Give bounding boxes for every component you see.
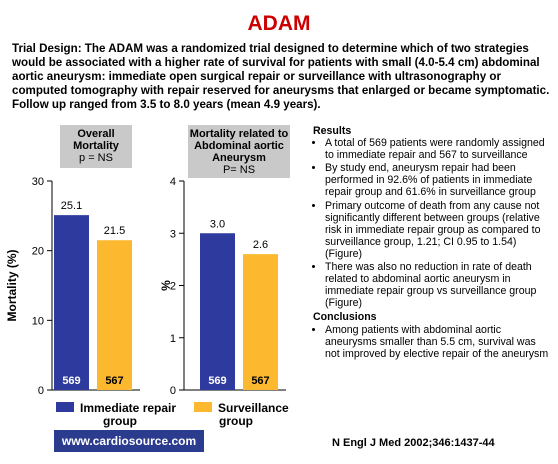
list-item: A total of 569 patients were randomly as… [325, 137, 553, 161]
y-tick-label: 2 [170, 281, 176, 293]
legend-label: group [103, 414, 137, 428]
list-item: Primary outcome of death from any cause … [325, 200, 553, 260]
list-item: Among patients with abdominal aortic ane… [325, 324, 553, 360]
bar [200, 233, 235, 390]
chart1-title-box: Overall Mortality p = NS [60, 125, 132, 168]
y-tick-label: 0 [38, 385, 44, 397]
legend-swatch [56, 402, 74, 412]
y-axis-label: Mortality (%) [5, 249, 19, 321]
legend-label: Immediate repair [80, 401, 176, 415]
legend-label: group [219, 414, 253, 428]
y-axis-label: % [159, 280, 173, 291]
conclusions-heading: Conclusions [313, 311, 377, 324]
y-tick-label: 0 [170, 385, 176, 397]
legend-label: Surveillance [218, 401, 289, 415]
n-label: 567 [251, 375, 269, 387]
data-label: 21.5 [104, 225, 125, 237]
list-item: By study end, aneurysm repair had been p… [325, 162, 553, 198]
list-item: There was also no reduction in rate of d… [325, 261, 553, 309]
n-label: 569 [208, 375, 226, 387]
results-list: A total of 569 patients were randomly as… [313, 137, 553, 309]
results-heading: Results [313, 125, 352, 137]
y-tick-label: 4 [170, 176, 176, 188]
chart2-subtitle: P= NS [222, 164, 256, 176]
chart2-title: Mortality related to Abdominal aortic An… [189, 128, 289, 164]
results-panel: Results A total of 569 patients were ran… [313, 125, 553, 362]
chart1-subtitle: p = NS [79, 152, 113, 164]
bar [54, 215, 89, 390]
y-tick-label: 30 [32, 176, 44, 188]
conclusions-list: Among patients with abdominal aortic ane… [313, 324, 553, 360]
bar [97, 240, 132, 390]
y-tick-label: 3 [170, 228, 176, 240]
chart2-title-box: Mortality related to Abdominal aortic An… [188, 125, 290, 178]
slide-title: ADAM [247, 12, 311, 35]
data-label: 25.1 [61, 200, 82, 212]
data-label: 3.0 [210, 218, 225, 230]
trial-design-text: Trial Design: The ADAM was a randomized … [12, 42, 550, 111]
data-label: 2.6 [253, 239, 268, 251]
citation: N Engl J Med 2002;346:1437-44 [332, 437, 495, 449]
bar [243, 254, 278, 390]
n-label: 567 [105, 375, 123, 387]
y-tick-label: 10 [32, 315, 44, 327]
chart1-title: Overall Mortality [73, 128, 119, 152]
y-tick-label: 20 [32, 246, 44, 258]
legend-swatch [194, 402, 212, 412]
y-tick-label: 1 [170, 333, 176, 345]
website-banner[interactable]: www.cardiosource.com [54, 430, 204, 452]
n-label: 569 [62, 375, 80, 387]
